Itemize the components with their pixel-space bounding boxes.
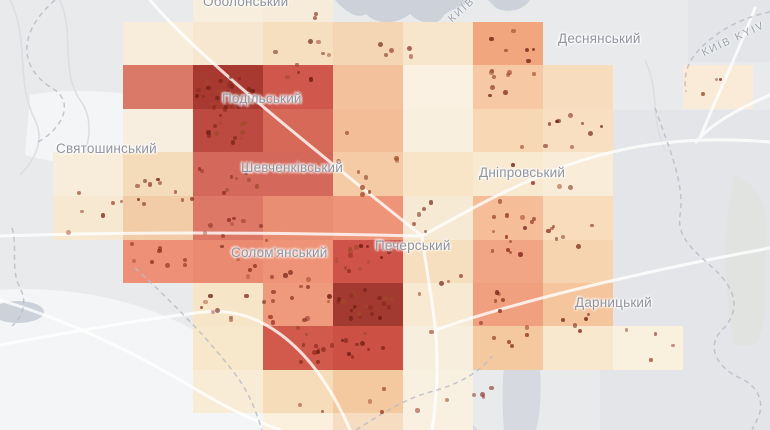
heatmap-cell-c2-r4 xyxy=(123,152,193,196)
heatmap-cell-c6-r8 xyxy=(403,326,473,370)
heatmap-cell-c3-r3 xyxy=(193,109,263,152)
heatmap-cell-c5-r6 xyxy=(333,240,403,283)
heatmap-cell-c8-r8 xyxy=(543,326,613,370)
heatmap-cell-c4-r7 xyxy=(263,283,333,326)
heatmap-cell-c7-r3 xyxy=(473,109,543,152)
heatmap-cell-c5-r10 xyxy=(333,413,403,430)
heatmap-cell-c1-r5 xyxy=(53,196,123,240)
heatmap-cell-c2-r5 xyxy=(123,196,193,240)
heatmap-cell-c3-r0 xyxy=(193,0,263,22)
heatmap-cell-c2-r1 xyxy=(123,22,193,65)
heatmap-cell-c8-r4 xyxy=(543,152,613,196)
heatmap-cell-c3-r9 xyxy=(193,370,263,413)
heatmap-cell-c7-r4 xyxy=(473,152,543,196)
heatmap-cell-c5-r5 xyxy=(333,196,403,240)
heatmap-cell-c3-r4 xyxy=(193,152,263,196)
heatmap-cell-c4-r5 xyxy=(263,196,333,240)
heatmap-cell-c6-r6 xyxy=(403,240,473,283)
heatmap-cell-c6-r2 xyxy=(403,65,473,109)
heatmap-cell-c4-r2 xyxy=(263,65,333,109)
heatmap-cell-c4-r4 xyxy=(263,152,333,196)
heatmap-cell-c3-r2 xyxy=(193,65,263,109)
heatmap-cell-c7-r7 xyxy=(473,283,543,326)
heatmap-cell-c7-r6 xyxy=(473,240,543,283)
heatmap-cell-c9-r8 xyxy=(613,326,683,370)
heatmap-cell-c4-r1 xyxy=(263,22,333,65)
heatmap-cell-c6-r1 xyxy=(403,22,473,65)
thin-road-2 xyxy=(59,0,90,171)
heatmap-cell-c7-r8 xyxy=(473,326,543,370)
heatmap-cell-c4-r6 xyxy=(263,240,333,283)
heatmap-cell-c6-r5 xyxy=(403,196,473,240)
heatmap-cell-c4-r3 xyxy=(263,109,333,152)
heatmap-cell-c5-r3 xyxy=(333,109,403,152)
heatmap-cell-c3-r7 xyxy=(193,283,263,326)
heatmap-cell-c3-r6 xyxy=(193,240,263,283)
heatmap-cell-c5-r8 xyxy=(333,326,403,370)
heatmap-cell-c5-r9 xyxy=(333,370,403,413)
heatmap-cell-c8-r2 xyxy=(543,65,613,109)
heatmap-cell-c3-r1 xyxy=(193,22,263,65)
heatmap-cell-c2-r6 xyxy=(123,240,193,283)
heatmap-cell-c7-r5 xyxy=(473,196,543,240)
heatmap-cell-c8-r3 xyxy=(543,109,613,152)
heatmap-cell-c6-r7 xyxy=(403,283,473,326)
heatmap-cell-c5-r1 xyxy=(333,22,403,65)
heatmap-cell-c2-r2 xyxy=(123,65,193,109)
heatmap-cell-c8-r5 xyxy=(543,196,613,240)
heatmap-cell-c4-r9 xyxy=(263,370,333,413)
water-cove xyxy=(488,0,530,11)
heatmap-cell-c2-r3 xyxy=(123,109,193,152)
heatmap-cell-c7-r2 xyxy=(473,65,543,109)
heatmap-cell-c4-r10 xyxy=(263,413,333,430)
heatmap-cell-c1-r4 xyxy=(53,152,123,196)
heatmap-cell-c7-r1 xyxy=(473,22,543,65)
heatmap-cell-c8-r6 xyxy=(543,240,613,283)
heatmap-cell-c5-r4 xyxy=(333,152,403,196)
heatmap-cell-c4-r0 xyxy=(263,0,333,22)
heatmap-cell-c6-r3 xyxy=(403,109,473,152)
heatmap-cell-c4-r8 xyxy=(263,326,333,370)
heatmap-cell-c5-r7 xyxy=(333,283,403,326)
heatmap-cell-c8-r7 xyxy=(543,283,613,326)
heatmap-cell-c10-r2 xyxy=(683,65,753,109)
heatmap-cell-c6-r10 xyxy=(403,413,473,430)
heatmap-cell-c6-r9 xyxy=(403,370,473,413)
heatmap-cell-c3-r5 xyxy=(193,196,263,240)
heatmap-cell-c5-r2 xyxy=(333,65,403,109)
heatmap-cell-c6-r4 xyxy=(403,152,473,196)
heatmap-cell-c3-r8 xyxy=(193,326,263,370)
